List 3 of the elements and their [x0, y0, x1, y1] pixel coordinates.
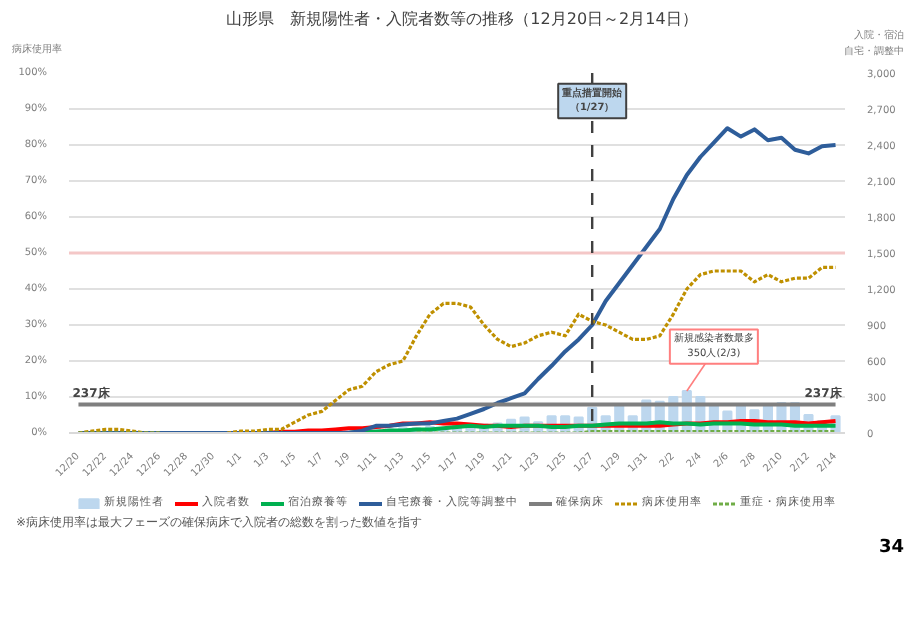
text: 34 [878, 536, 904, 562]
chart-title: 山形県 新規陽性者・入院者数等の推移（12月20日～2月14日） [226, 8, 698, 31]
line-series [76, 126, 838, 433]
